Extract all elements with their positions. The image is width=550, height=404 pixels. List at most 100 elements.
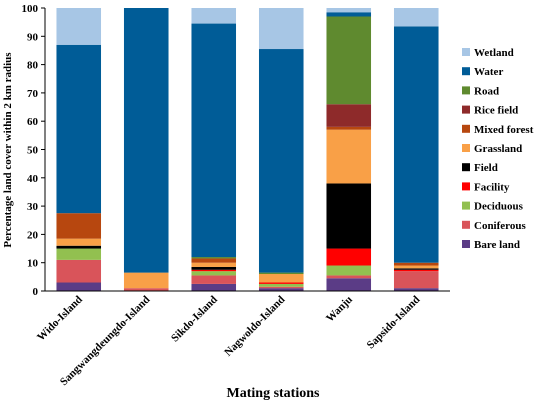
legend-swatch: [462, 220, 470, 229]
legend-item: Wetland: [462, 47, 514, 59]
bar-stack: [56, 8, 102, 291]
bar-segment: [326, 8, 372, 13]
legend-label: Water: [474, 66, 503, 78]
bar-segment: [56, 8, 102, 45]
y-axis-title: Percentage land cover within 2 km radius: [2, 52, 14, 248]
bar-segment: [326, 275, 372, 279]
bar-segment: [258, 272, 304, 275]
legend-swatch: [462, 48, 470, 56]
y-tick-label: 10: [27, 258, 39, 270]
bar-segment: [191, 271, 237, 276]
x-tick-label: Wanju: [324, 294, 355, 325]
x-tick-label: Wido-Island: [35, 294, 85, 344]
bar-segment: [258, 49, 304, 273]
legend-label: Bare land: [474, 239, 520, 251]
bar-segment: [191, 266, 237, 270]
y-tick-label: 40: [27, 173, 39, 185]
bar-segment: [56, 245, 102, 249]
legend-item: Road: [462, 85, 499, 97]
y-tick-label: 20: [27, 229, 39, 241]
bar-segment: [393, 271, 439, 289]
bar-segment: [191, 269, 237, 272]
bar-segment: [326, 126, 372, 130]
legend-swatch: [462, 163, 470, 172]
legend-item: Rice field: [462, 105, 518, 117]
bar-segment: [393, 265, 439, 269]
bar-segment: [191, 262, 237, 267]
bar-segment: [191, 23, 237, 258]
bar-segment: [191, 8, 237, 24]
x-tick-label: Sikdo-Island: [169, 294, 220, 345]
bar-segment: [326, 16, 372, 105]
bar-segment: [393, 269, 439, 272]
legend-item: Deciduous: [462, 201, 524, 213]
bar-segment: [191, 258, 237, 263]
bar-segment: [326, 104, 372, 127]
y-tick-label: 50: [27, 145, 39, 157]
legend-label: Field: [474, 162, 498, 174]
legend-item: Facility: [462, 181, 510, 193]
legend-item: Field: [462, 162, 498, 174]
bar-segment: [393, 268, 439, 270]
y-tick-label: 30: [27, 201, 39, 213]
legend-swatch: [462, 182, 470, 191]
bar-segment: [258, 288, 304, 291]
bar-segment: [191, 283, 237, 291]
y-tick-label: 90: [27, 31, 39, 43]
legend-label: Grassland: [474, 143, 522, 155]
legend-label: Mixed forest: [474, 124, 534, 136]
bar-stack: [393, 8, 439, 291]
bar-segment: [258, 274, 304, 283]
legend-swatch: [462, 201, 470, 210]
bar-segment: [123, 272, 169, 289]
legend-item: Mixed forest: [462, 124, 534, 136]
bar-segment: [123, 288, 169, 291]
bar-segment: [326, 183, 372, 249]
legend-swatch: [462, 86, 470, 95]
bar-segment: [56, 44, 102, 214]
bar-stack: [326, 8, 372, 291]
legend-swatch: [462, 124, 470, 133]
legend-item: Coniferous: [462, 220, 526, 232]
bar-segment: [326, 129, 372, 184]
bar-stack: [123, 8, 169, 291]
bar-stack: [258, 8, 304, 291]
y-axis-ticks: 0 10 20 30 40 50 60 70 80 90 100: [22, 3, 45, 298]
y-tick-label: 100: [22, 3, 39, 15]
x-tick-label: Nagwoldo-Island: [222, 294, 287, 359]
legend-label: Coniferous: [474, 220, 526, 232]
bar-stacks: [56, 8, 439, 291]
legend-item: Water: [462, 66, 503, 78]
bar-segment: [56, 282, 102, 291]
bar-segment: [258, 8, 304, 50]
y-tick-label: 80: [27, 60, 39, 72]
legend-item: Grassland: [462, 143, 522, 155]
bar-segment: [56, 248, 102, 260]
y-tick-label: 70: [27, 88, 39, 100]
bar-segment: [56, 238, 102, 246]
x-tick-label: Sapsido-Island: [365, 294, 423, 352]
bar-segment: [326, 248, 372, 266]
axes: [44, 8, 450, 292]
bar-segment: [326, 12, 372, 17]
legend-label: Road: [474, 85, 499, 97]
legend-item: Bare land: [462, 239, 520, 251]
bar-stack: [191, 8, 237, 291]
bar-segment: [56, 259, 102, 283]
y-tick-label: 60: [27, 116, 39, 128]
bar-segment: [393, 288, 439, 291]
bar-segment: [326, 265, 372, 276]
legend-label: Deciduous: [474, 201, 524, 213]
y-tick-label: 0: [33, 286, 39, 298]
bar-segment: [393, 8, 439, 27]
bar-segment: [123, 8, 169, 273]
bar-segment: [258, 286, 304, 289]
legend-swatch: [462, 67, 470, 76]
bar-segment: [258, 283, 304, 287]
legend-swatch: [462, 105, 470, 114]
legend-swatch: [462, 240, 470, 248]
legend-label: Rice field: [474, 105, 518, 117]
legend-swatch: [462, 144, 470, 152]
